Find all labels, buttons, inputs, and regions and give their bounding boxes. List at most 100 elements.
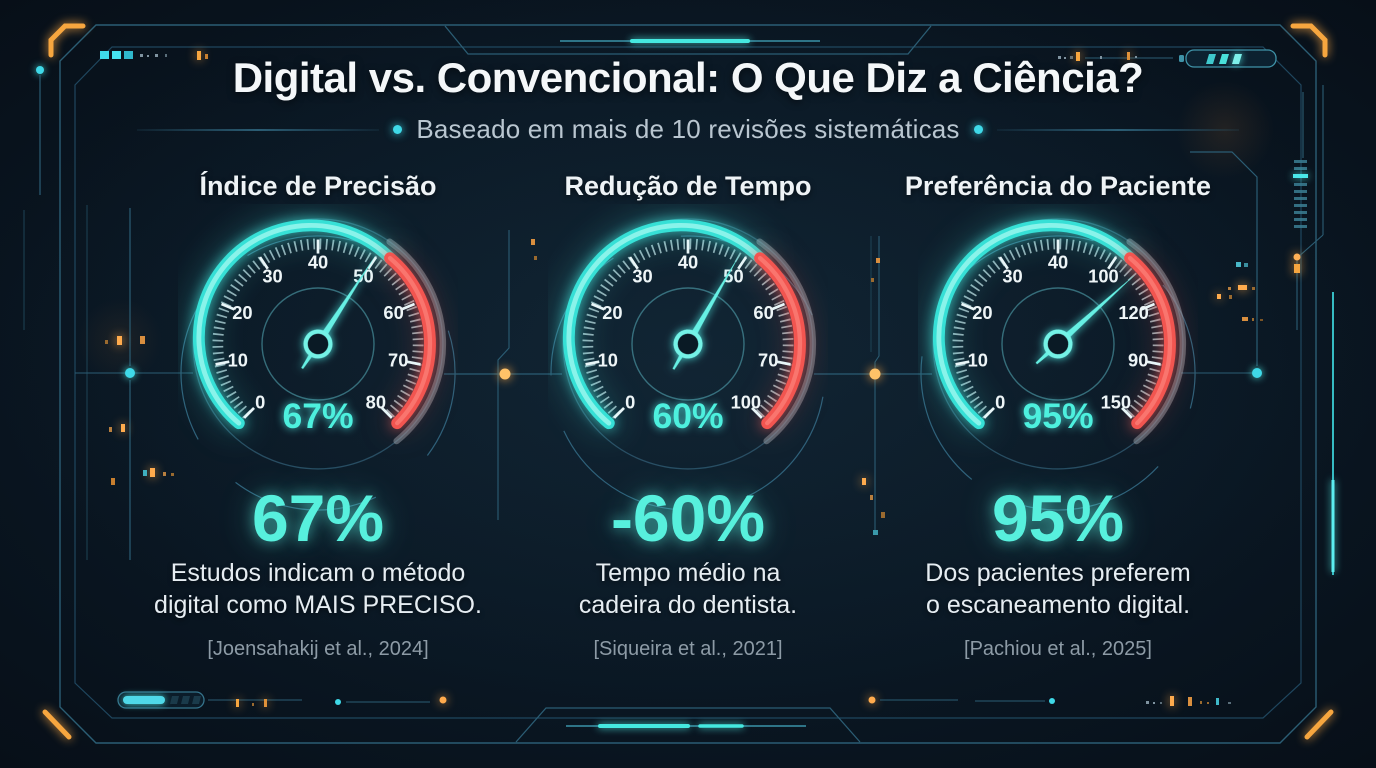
subtitle-row: Baseado em mais de 10 revisões sistemáti… (0, 114, 1376, 145)
gauge-tick-label: 0 (255, 391, 265, 412)
gauge-needle (301, 255, 376, 369)
divider-line (137, 128, 380, 131)
gauge-outer-rings (180, 235, 1196, 511)
stat-description: Tempo médio na cadeira do dentista. (503, 557, 873, 621)
signal-dots-bottom (236, 696, 1231, 707)
gauge-tick-label: 40 (678, 252, 698, 273)
gauge-tick-label: 0 (625, 391, 635, 412)
gauge-gray-arc (756, 238, 817, 445)
corner-slash-bl-icon (42, 709, 72, 740)
gauge-inner-circle (1001, 287, 1115, 401)
subtitle: Baseado em mais de 10 revisões sistemáti… (416, 114, 960, 144)
gauge-tick-label: 30 (262, 265, 282, 286)
gauge-tick-label: 100 (1088, 265, 1119, 286)
gauge-tick-label: 40 (1048, 252, 1068, 273)
gauge-arc-cyan-core (196, 222, 393, 426)
gauge-dial: 0 10 20 30 40 100 120 90 150 (873, 204, 1243, 489)
gauge-tick-label: 20 (972, 302, 992, 323)
gauge-hub (1043, 329, 1073, 359)
right-edge-lines (1190, 85, 1335, 575)
pixel-squares (100, 51, 208, 60)
top-center-notch (444, 25, 932, 55)
gauge-arc-cyan-core (936, 222, 1133, 426)
gauge-tick-labels: 0 10 20 30 40 50 60 70 100 (598, 252, 779, 413)
gauge-tick-label: 10 (598, 349, 618, 370)
gauge-arc-cyan (192, 219, 396, 430)
stat-column-precisao: Índice de Precisão (133, 161, 503, 661)
gauge-tick-labels: 0 10 20 30 40 100 120 90 150 (968, 252, 1149, 413)
header: Digital vs. Convencional: O Que Diz a Ci… (0, 0, 1376, 145)
stat-value: 95% (991, 481, 1125, 555)
gauge-tick-label: 20 (602, 302, 622, 323)
gauge-tick-label: 80 (366, 391, 386, 412)
gauge-tick-label: 120 (1118, 302, 1149, 323)
gauge-major-ticks (955, 239, 1161, 419)
gauge-tick-label: 50 (723, 265, 743, 286)
progress-bar-icon (117, 691, 302, 709)
gauge-tick-labels: 0 10 20 30 40 50 60 70 80 (228, 252, 409, 413)
gauge-tick-label: 10 (228, 349, 248, 370)
page-title: Digital vs. Convencional: O Que Diz a Ci… (232, 54, 1144, 101)
gauge-gray-arc (1126, 238, 1187, 445)
bottom-center-notch (515, 707, 861, 743)
signal-dots-top-right (1058, 52, 1137, 61)
citation: [Siqueira et al., 2021] (593, 638, 783, 660)
stat-description: Estudos indicam o método digital como MA… (133, 557, 503, 621)
gauge-tick-label: 100 (731, 391, 762, 412)
gauge-tick-label: 10 (968, 349, 988, 370)
frame-outer (59, 24, 1317, 744)
gauge-major-ticks (585, 239, 791, 419)
gauge-tick-label: 30 (1002, 265, 1022, 286)
left-edge-lines (23, 66, 174, 560)
gauge-arc-red-core (757, 256, 803, 426)
gauge-tick-label: 30 (632, 265, 652, 286)
citation: [Pachiou et al., 2025] (964, 638, 1152, 660)
corner-bracket-tr-icon (1290, 23, 1328, 58)
stat-description: Dos pacientes preferem o escaneamento di… (873, 557, 1243, 621)
gauge-dial-value: 60% (652, 396, 723, 436)
gauge-hub (303, 329, 333, 359)
stat-column-tempo: Redução de Tempo (503, 161, 873, 661)
gauge-dial: 0 10 20 30 40 50 60 70 80 (133, 204, 503, 489)
gauge-tick-label: 0 (995, 391, 1005, 412)
gauge-tick-label: 70 (758, 349, 778, 370)
gauge-tick-label: 60 (753, 302, 773, 323)
corner-accents (42, 23, 1334, 740)
gauge-tick-label: 60 (383, 302, 403, 323)
gauge-tick-label: 70 (388, 349, 408, 370)
stats-row: Índice de Precisão (0, 161, 1376, 661)
corner-slash-br-icon (1304, 709, 1334, 740)
divider-line (996, 128, 1239, 131)
gauge-dial: 0 10 20 30 40 50 60 70 100 (503, 204, 873, 489)
gauge-inner-circle (631, 287, 745, 401)
gauge-tick-label: 90 (1128, 349, 1148, 370)
gauge-inner-circle (261, 287, 375, 401)
gauge-needle (672, 252, 741, 370)
gauge-title: Índice de Precisão (199, 171, 437, 201)
stat-description-line: digital como MAIS PRECISO. (154, 591, 482, 619)
gauge-title: Redução de Tempo (564, 171, 812, 201)
gauge-tick-label: 40 (308, 252, 328, 273)
stat-value: 67% (251, 481, 385, 555)
gauge-needle (1035, 273, 1137, 365)
gauge-gray-arc (386, 238, 447, 445)
corner-bracket-tl-icon (48, 23, 86, 58)
gauge-arc-cyan-core (566, 222, 763, 426)
stat-description-line: o escaneamento digital. (925, 591, 1191, 619)
stat-description-line: Dos pacientes preferem (925, 559, 1191, 587)
citation: [Joensahakij et al., 2024] (207, 638, 429, 660)
stat-column-preferencia: Preferência do Paciente (873, 161, 1243, 661)
gauge-major-ticks (215, 239, 421, 419)
stat-description-line: cadeira do dentista. (578, 591, 798, 619)
gauge-arc-red-core (1127, 256, 1173, 426)
gauge-tick-label: 20 (232, 302, 252, 323)
gauge-title: Preferência do Paciente (904, 171, 1212, 201)
gauge-arc-red-core (387, 256, 433, 426)
gauge-tick-label: 150 (1101, 391, 1132, 412)
dot-icon (973, 125, 983, 134)
stat-description-line: Estudos indicam o método (170, 559, 466, 587)
stat-description-line: Tempo médio na (595, 559, 781, 587)
gauge-dial-value: 95% (1022, 396, 1093, 436)
